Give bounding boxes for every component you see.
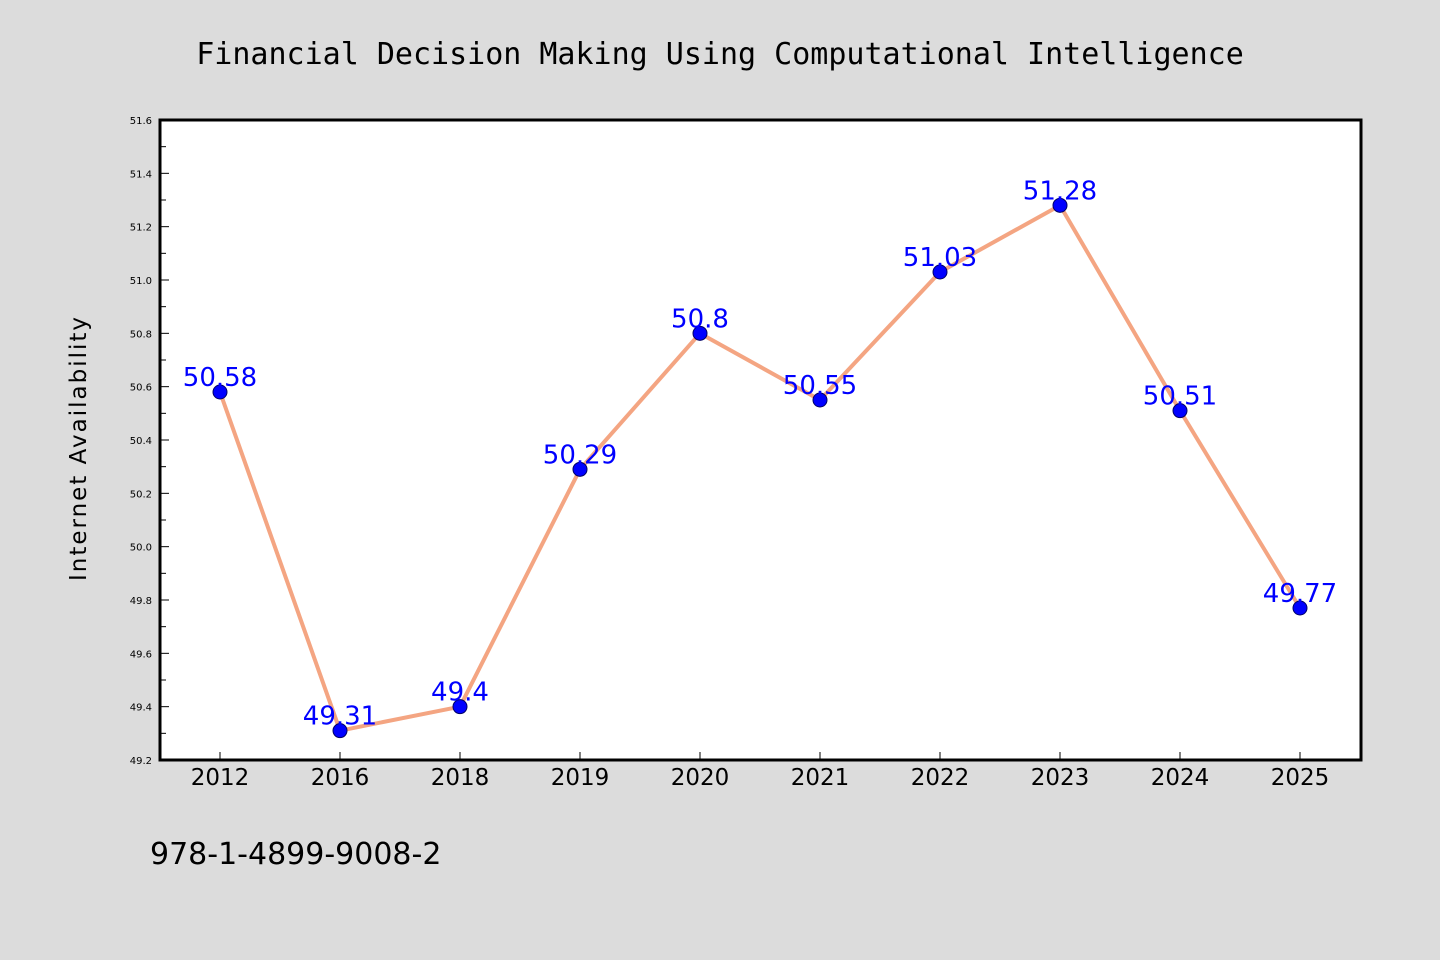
x-tick-label: 2016 [311,765,370,791]
data-point [572,461,588,477]
data-label: 51.03 [903,243,977,273]
data-point [1172,403,1188,419]
y-tick-label: 50.4 [130,436,152,447]
y-axis-label: Internet Availability [66,315,92,581]
y-tick-label: 49.4 [130,703,152,714]
data-point [692,325,708,341]
data-point [452,699,468,715]
y-tick-label: 49.2 [130,756,152,767]
y-tick-label: 50.6 [130,383,152,394]
y-tick-label: 51.2 [130,223,152,234]
data-label: 49.31 [303,702,377,732]
data-point [812,392,828,408]
isbn-footer: 978-1-4899-9008-2 [150,837,441,872]
data-label: 51.28 [1023,176,1097,206]
y-tick-label: 51.6 [130,116,152,127]
y-tick-label: 51.0 [130,276,152,287]
x-tick-label: 2019 [551,765,610,791]
x-tick-label: 2024 [1151,765,1210,791]
y-tick-label: 49.6 [130,649,152,660]
data-point [1292,600,1308,616]
data-point [1052,197,1068,213]
data-labels: 50.58 49.31 49.4 50.29 50.8 50.55 51.03 51.28 50… [183,176,1337,731]
data-point [332,723,348,739]
series-line-group [218,203,1302,733]
series-line [218,203,1302,733]
x-tick-label: 2012 [191,765,250,791]
x-tick-label: 2018 [431,765,490,791]
data-label: 50.29 [543,440,617,470]
data-label: 50.58 [183,363,257,393]
x-tick-label: 2020 [671,765,730,791]
y-tick-label: 51.4 [130,169,152,180]
y-tick-label: 49.8 [130,596,152,607]
x-tick-label: 2025 [1271,765,1330,791]
data-label: 50.8 [671,304,729,334]
x-tick-label: 2023 [1031,765,1090,791]
y-tick-label: 50.0 [130,543,152,554]
data-label: 50.55 [783,371,857,401]
chart-title: Financial Decision Making Using Computat… [196,37,1244,72]
data-label: 50.51 [1143,382,1217,412]
data-label: 49.77 [1263,579,1337,609]
data-point [932,264,948,280]
data-markers [212,197,1308,739]
data-label: 49.4 [431,678,489,708]
y-tick-label: 50.2 [130,489,152,500]
plot-area [158,118,1363,762]
y-tick-label: 50.8 [130,329,152,340]
x-axis-ticks: 2012 2016 2018 2019 2020 2021 2022 2023 2024 2025 [191,752,1330,791]
x-tick-label: 2021 [791,765,850,791]
data-point [212,384,228,400]
x-tick-label: 2022 [911,765,970,791]
y-axis-ticks: 49.2 49.4 49.6 49.8 50.0 50.2 50.4 50.6 50.8 51.0… [130,116,169,767]
